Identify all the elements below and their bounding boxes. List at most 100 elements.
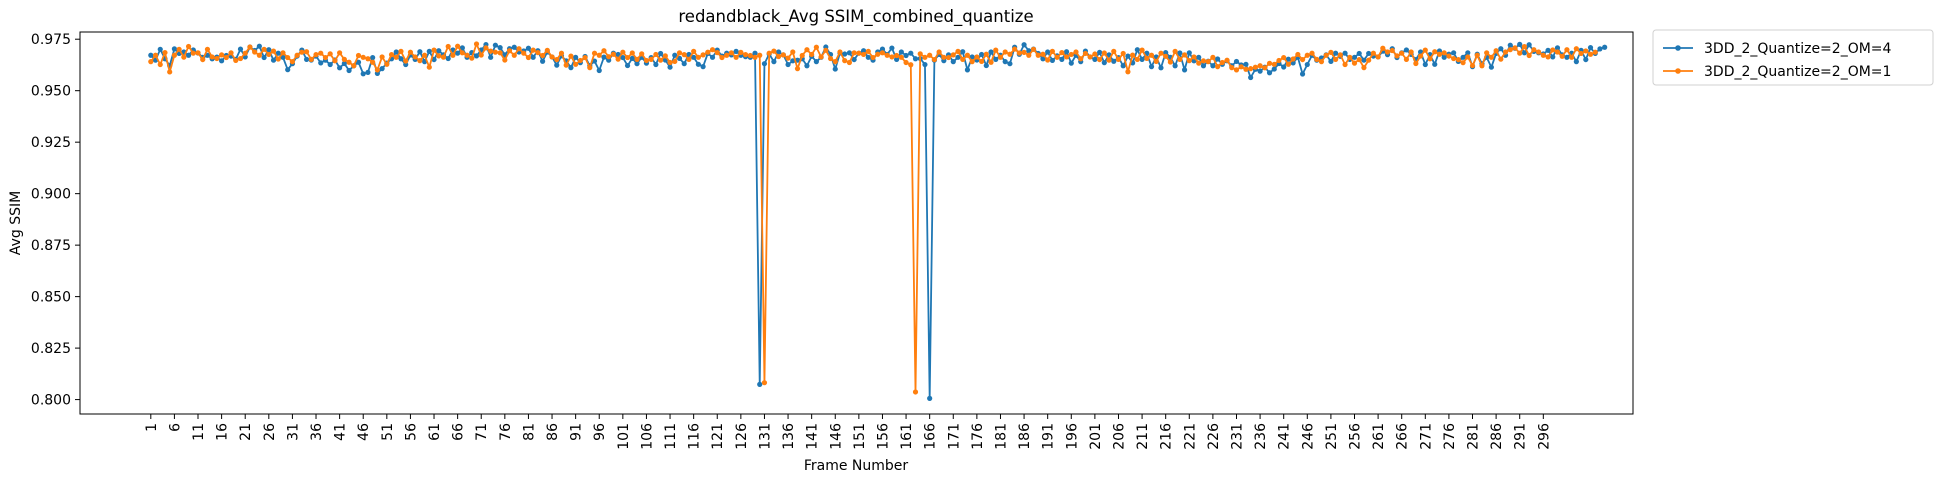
data-point bbox=[1554, 49, 1561, 55]
data-point bbox=[936, 49, 942, 55]
data-point bbox=[1035, 52, 1041, 58]
data-point bbox=[1229, 65, 1235, 71]
data-point bbox=[771, 48, 777, 54]
data-point bbox=[742, 52, 749, 58]
x-tick-label: 291 bbox=[1513, 423, 1529, 450]
data-point bbox=[1498, 46, 1504, 52]
data-point bbox=[1030, 46, 1037, 52]
data-point bbox=[1351, 54, 1358, 60]
data-point bbox=[157, 46, 163, 52]
data-point bbox=[691, 54, 697, 60]
data-point bbox=[341, 56, 347, 62]
x-tick-label: 211 bbox=[1135, 423, 1151, 450]
data-point bbox=[1002, 59, 1008, 65]
data-point bbox=[1045, 57, 1051, 63]
data-point bbox=[540, 58, 546, 64]
data-point bbox=[1569, 54, 1575, 60]
data-point bbox=[606, 54, 612, 60]
data-point bbox=[988, 59, 994, 65]
data-point bbox=[993, 47, 999, 53]
data-point bbox=[365, 69, 371, 75]
data-point bbox=[219, 52, 225, 58]
data-point bbox=[1432, 61, 1438, 67]
data-point bbox=[955, 54, 961, 60]
data-point bbox=[757, 381, 763, 387]
data-point bbox=[1233, 58, 1240, 65]
data-point bbox=[596, 67, 602, 74]
data-point bbox=[700, 64, 706, 70]
x-tick-label: 121 bbox=[710, 423, 726, 450]
data-point bbox=[1248, 74, 1254, 81]
data-point bbox=[1215, 64, 1221, 70]
data-point bbox=[1040, 56, 1046, 62]
data-point bbox=[497, 45, 503, 51]
data-point bbox=[554, 56, 560, 63]
data-point bbox=[1243, 61, 1249, 67]
data-point bbox=[1158, 65, 1164, 71]
y-tick-label: 0.850 bbox=[31, 290, 71, 306]
y-tick-label: 0.975 bbox=[31, 32, 71, 48]
data-point bbox=[634, 61, 640, 67]
data-point bbox=[1517, 50, 1523, 56]
data-point bbox=[1597, 46, 1603, 52]
x-tick-label: 296 bbox=[1536, 423, 1552, 450]
data-point bbox=[865, 48, 871, 54]
x-axis: 1 6 11 16 21 26 31 36 41 46 51 56 61 66 71 76 81 86 91 96 10… bbox=[144, 414, 1552, 450]
data-point bbox=[960, 49, 966, 55]
data-point bbox=[204, 46, 211, 52]
chart-title: redandblack_Avg SSIM_combined_quantize bbox=[678, 7, 1033, 27]
data-point bbox=[1587, 45, 1594, 51]
data-point bbox=[152, 52, 159, 58]
data-point bbox=[478, 52, 484, 58]
data-point bbox=[525, 45, 532, 51]
data-point bbox=[1356, 56, 1362, 63]
data-point bbox=[289, 59, 296, 65]
data-point bbox=[554, 62, 560, 68]
data-point bbox=[738, 49, 744, 55]
data-point bbox=[1210, 63, 1216, 69]
data-point bbox=[629, 55, 635, 61]
data-point bbox=[431, 47, 437, 53]
data-point bbox=[983, 62, 989, 69]
data-point bbox=[813, 44, 819, 50]
data-point bbox=[1063, 49, 1070, 55]
data-point bbox=[1465, 50, 1471, 56]
data-point bbox=[672, 58, 678, 65]
data-point bbox=[1366, 57, 1372, 63]
data-point bbox=[1531, 47, 1537, 53]
data-point bbox=[360, 71, 366, 77]
data-point bbox=[1290, 56, 1296, 62]
data-point bbox=[1526, 42, 1532, 48]
data-point bbox=[228, 50, 234, 56]
data-point bbox=[1389, 47, 1395, 54]
data-point bbox=[1502, 49, 1509, 55]
x-tick-label: 221 bbox=[1182, 423, 1198, 450]
data-point bbox=[445, 43, 451, 50]
x-tick-label: 56 bbox=[403, 423, 419, 441]
data-point bbox=[686, 56, 692, 62]
data-point bbox=[1573, 46, 1579, 52]
data-point bbox=[1068, 51, 1074, 58]
data-point bbox=[643, 57, 650, 64]
data-point bbox=[827, 55, 834, 62]
data-point bbox=[1545, 47, 1551, 53]
data-point bbox=[1026, 48, 1032, 54]
data-point bbox=[1512, 45, 1518, 51]
data-point bbox=[681, 52, 687, 58]
x-tick-label: 131 bbox=[757, 423, 773, 450]
data-point bbox=[171, 46, 178, 52]
data-point bbox=[1148, 52, 1155, 58]
x-tick-label: 191 bbox=[1041, 423, 1057, 450]
data-point bbox=[950, 59, 956, 65]
legend-swatch-marker bbox=[1675, 45, 1681, 51]
data-point bbox=[148, 59, 154, 65]
data-point bbox=[436, 53, 442, 59]
data-point bbox=[955, 48, 961, 54]
x-tick-label: 36 bbox=[309, 423, 325, 441]
x-tick-label: 266 bbox=[1395, 423, 1411, 450]
data-point bbox=[1059, 49, 1065, 56]
data-point bbox=[846, 59, 853, 66]
data-point bbox=[794, 66, 801, 72]
legend-label: 3DD_2_Quantize=2_OM=1 bbox=[1704, 64, 1891, 80]
data-point bbox=[1333, 56, 1339, 62]
